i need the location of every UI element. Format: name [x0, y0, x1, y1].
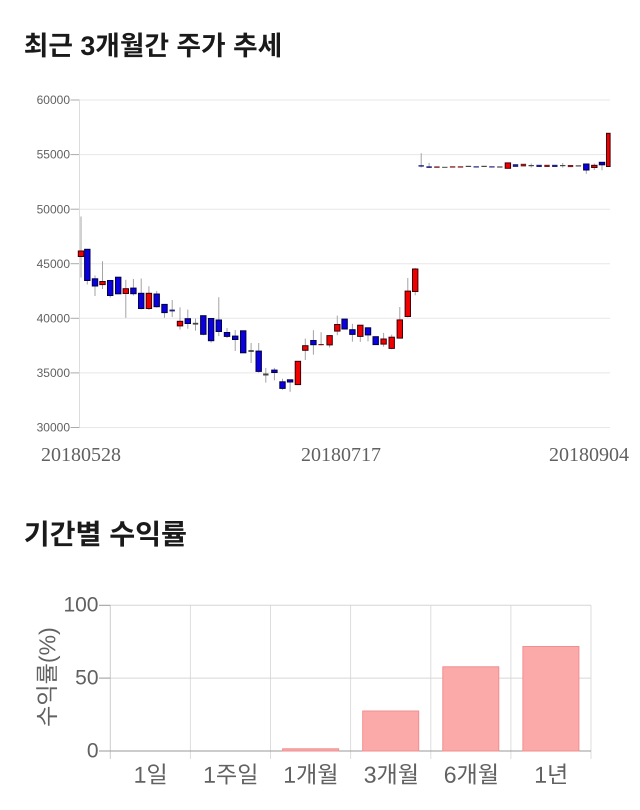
svg-text:60000: 60000 [37, 93, 71, 107]
svg-text:30000: 30000 [37, 421, 71, 435]
svg-text:45000: 45000 [37, 257, 71, 271]
svg-text:100: 100 [63, 594, 98, 617]
svg-text:20180904: 20180904 [549, 444, 629, 466]
svg-text:50000: 50000 [37, 202, 71, 216]
svg-text:40000: 40000 [37, 311, 71, 325]
svg-text:50: 50 [75, 666, 98, 689]
svg-text:20180528: 20180528 [41, 444, 121, 466]
svg-text:35000: 35000 [37, 366, 71, 380]
svg-text:0: 0 [87, 739, 99, 762]
svg-text:55000: 55000 [37, 148, 71, 162]
svg-text:20180717: 20180717 [301, 444, 381, 466]
